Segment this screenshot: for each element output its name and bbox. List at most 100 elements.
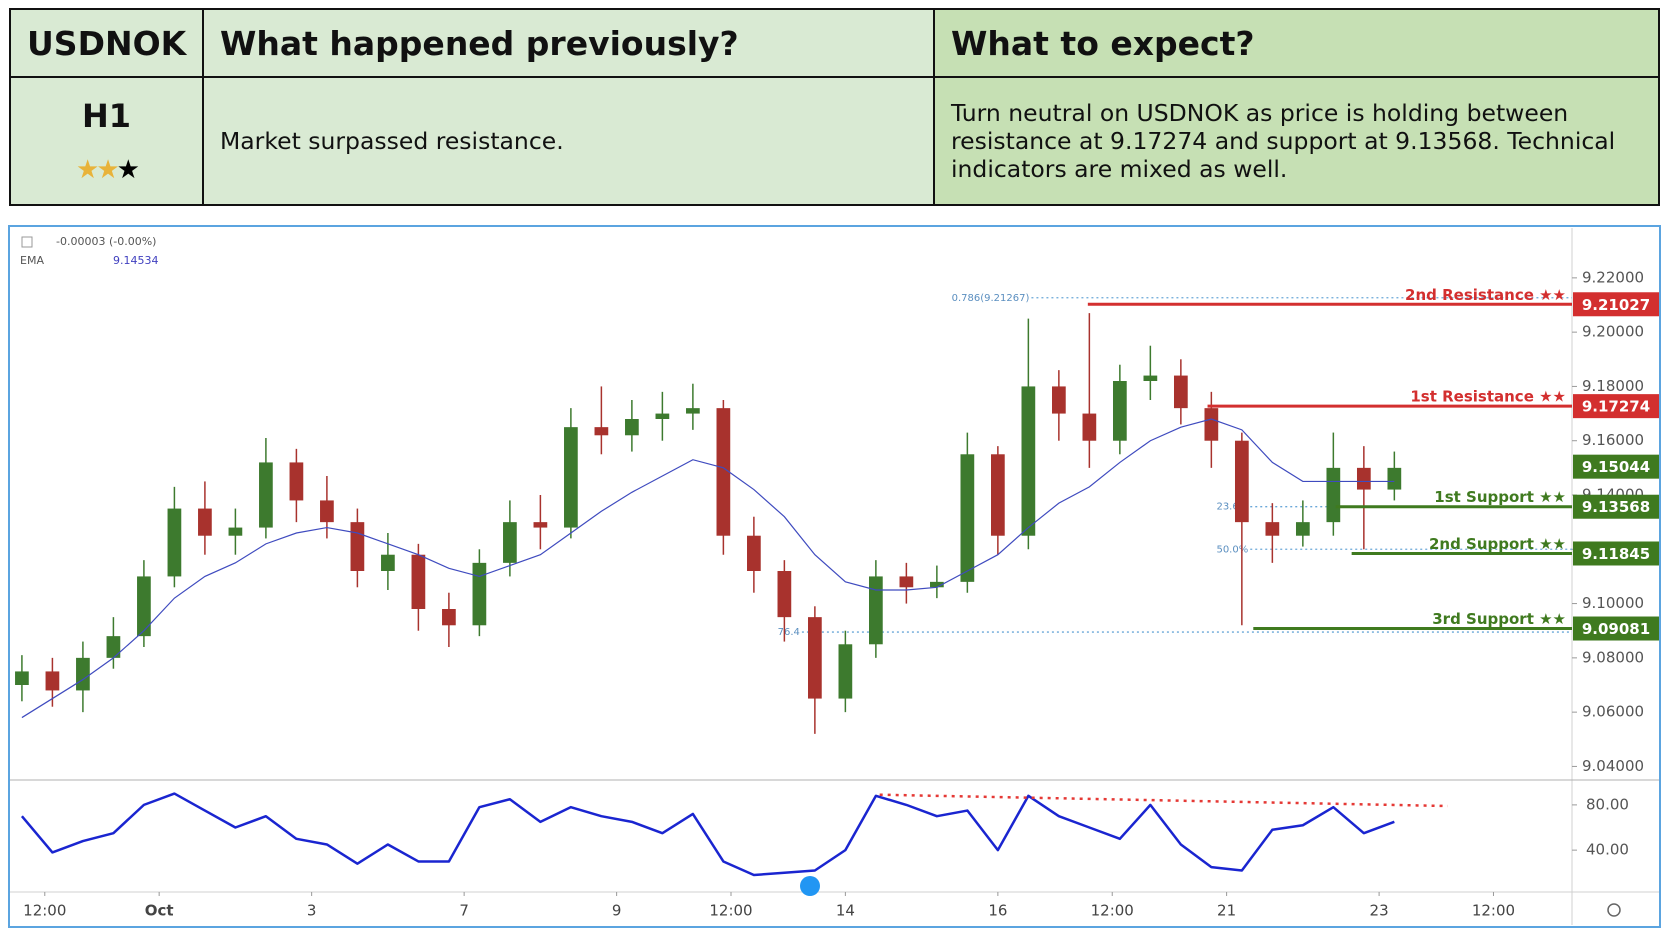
x-tick-label: 12:00 [1091,902,1134,920]
last-price: 9.15044 [1582,458,1650,476]
candle-body [76,657,90,691]
oscillator-line [20,792,1395,877]
level-price-box [1573,494,1659,519]
y-tick-label: 9.10000 [1582,594,1644,612]
change-label: -0.00003 (-0.00%) [56,235,156,248]
candle-body [686,408,700,414]
candle-body [1021,386,1036,536]
candle-body [1204,408,1219,441]
level-price: 9.17274 [1582,398,1650,416]
candle-body [320,500,334,523]
level-name: 3rd Support ★★ [1432,610,1566,628]
candle-body [503,522,517,563]
candle-body [1143,375,1158,381]
candle-body [1326,467,1341,523]
fib-label: 76.4 [778,627,800,638]
candle-body [289,462,304,501]
candle-body [991,454,1005,536]
y-tick-label: 9.16000 [1582,431,1644,449]
candle-body [167,508,182,577]
candle-body [442,609,456,626]
last-price-box [1573,454,1659,479]
candle-body [808,617,822,699]
candle-body [625,419,639,436]
timeframe-cell: H1 ★★★ [9,76,204,206]
candle-body [1356,467,1371,490]
candle-body [564,427,578,528]
x-tick-label: 3 [307,902,317,920]
y-tick-label: 9.20000 [1582,323,1644,341]
y-tick-label: 9.04000 [1582,757,1644,775]
level-name: 1st Support ★★ [1434,488,1566,506]
candle-body [137,576,151,637]
candle-body [1082,413,1097,441]
candle-body [1295,522,1310,536]
chart-frame [8,225,1661,928]
symbol: USDNOK [9,8,204,78]
level-price: 9.09081 [1582,620,1650,638]
candle-body [198,508,212,536]
expect-text: Turn neutral on USDNOK as price is holdi… [933,76,1660,206]
osc-y-tick-label: 80.00 [1586,795,1629,813]
candle-body [1112,381,1127,441]
x-tick-label: 7 [459,902,469,920]
ema-value: 9.14534 [113,254,159,267]
x-tick-label: 14 [836,902,855,920]
y-tick-label: 9.22000 [1582,268,1644,286]
x-tick-label: 23 [1370,902,1389,920]
x-tick-label: 16 [988,902,1007,920]
rating-stars: ★★★ [76,155,140,185]
level-name: 2nd Resistance ★★ [1405,286,1566,304]
level-price-box [1573,541,1659,566]
y-tick-label: 9.18000 [1582,377,1644,395]
timeframe: H1 [81,97,132,135]
candle-body [15,671,29,685]
info-table: USDNOK What happened previously? What to… [9,8,1660,206]
candle-body [899,576,914,588]
osc-y-tick-label: 40.00 [1586,841,1629,859]
divergence-line [879,793,1448,808]
candle-body [777,571,792,618]
settings-icon[interactable] [1607,903,1621,917]
x-tick-label: 21 [1217,902,1236,920]
previous-text: Market surpassed resistance. [202,76,935,206]
candle-body [747,535,761,571]
level-name: 1st Resistance ★★ [1410,388,1566,406]
ema-line [21,418,1395,719]
candle-body [350,522,365,571]
y-tick-label: 9.06000 [1582,703,1644,721]
header-expect: What to expect? [933,8,1660,78]
x-tick-label: 9 [612,902,622,920]
candle-body [655,413,670,419]
candle-body [381,554,395,571]
candle-body [45,671,60,691]
level-price-box [1573,616,1659,641]
candle-body [259,462,273,528]
y-tick-label: 9.08000 [1582,648,1644,666]
fib-label: 0.786(9.21267) [952,293,1030,304]
x-tick-label: 12:00 [23,902,66,920]
x-tick-label: Oct [145,902,174,920]
collapse-icon[interactable] [21,236,33,248]
candle-body [1387,467,1402,490]
candle-body [930,581,944,588]
candle-body [411,554,426,609]
level-price-box [1573,394,1659,419]
reset-zoom-icon[interactable] [800,876,820,896]
candle-body [594,427,609,436]
level-name: 2nd Support ★★ [1429,535,1566,553]
candle-body [1265,522,1280,536]
ema-label: EMA [20,254,44,267]
candle-body [106,636,121,658]
level-price: 9.11845 [1582,545,1650,563]
x-tick-label: 12:00 [709,902,752,920]
level-price: 9.13568 [1582,498,1650,516]
candle-body [472,562,487,626]
level-price-box [1573,292,1659,317]
x-tick-label: 12:00 [1472,902,1515,920]
candle-body [869,576,883,645]
candle-body [716,408,731,536]
candle-body [1234,440,1249,523]
